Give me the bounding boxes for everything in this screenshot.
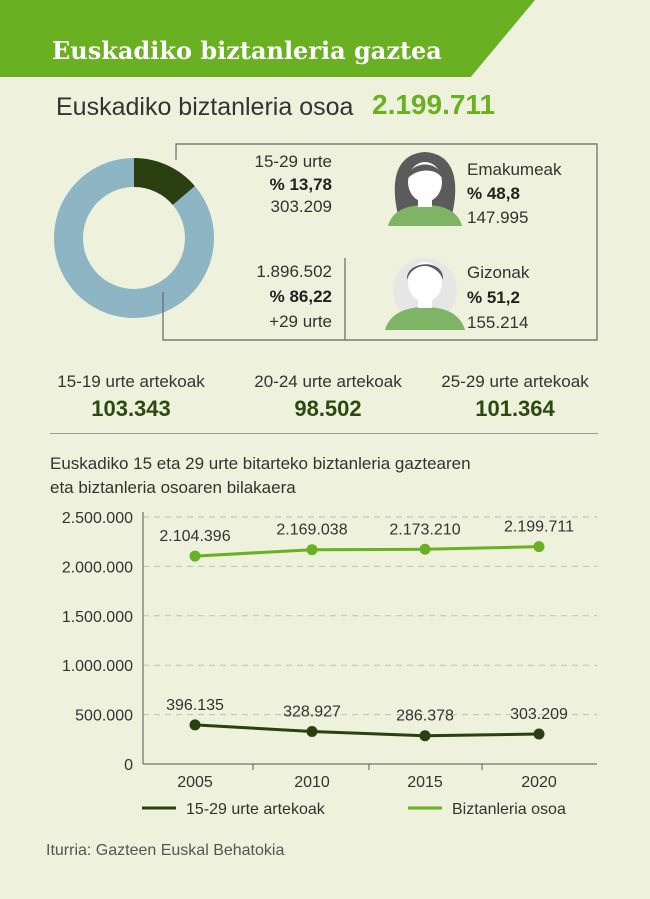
y-tick-label: 2.500.000 (62, 510, 133, 527)
x-tick-label: 2015 (407, 774, 443, 791)
rest-percent: % 86,22 (269, 287, 332, 306)
young-count: 303.209 (270, 197, 332, 216)
men-label: Gizonak (467, 263, 530, 282)
data-point (533, 541, 545, 553)
women-percent: % 48,8 (467, 184, 520, 203)
population-donut-chart (54, 158, 214, 318)
donut-slice-young (134, 158, 195, 205)
rest-count: 1.896.502 (256, 262, 332, 281)
y-tick-label: 1.500.000 (62, 609, 133, 626)
rest-age-label: +29 urte (269, 312, 332, 331)
data-point (189, 550, 201, 562)
donut-slice-rest (54, 158, 214, 318)
data-label: 2.169.038 (276, 522, 347, 539)
data-label: 2.173.210 (389, 521, 460, 538)
legend-label: Biztanleria osoa (452, 801, 566, 818)
total-population-value: 2.199.711 (372, 89, 496, 120)
y-tick-label: 1.000.000 (62, 658, 133, 675)
total-population-label: Euskadiko biztanleria osoa (56, 93, 354, 121)
info-box-frame (162, 143, 598, 341)
young-percent: % 13,78 (269, 175, 332, 194)
age-group-label: 20-24 urte artekoak (254, 372, 402, 391)
data-label: 286.378 (396, 708, 454, 725)
age-group-value: 101.364 (475, 396, 555, 421)
y-tick-label: 0 (124, 757, 133, 774)
men-percent: % 51,2 (467, 288, 520, 307)
x-tick-label: 2020 (521, 774, 557, 791)
data-label: 328.927 (283, 704, 341, 721)
chart-title-line: Euskadiko 15 eta 29 urte bitarteko bizta… (50, 454, 471, 473)
info-box-outline (175, 143, 598, 341)
section-divider (50, 433, 598, 434)
data-point (189, 719, 201, 731)
x-tick-label: 2005 (177, 774, 213, 791)
age-group-label: 15-19 urte artekoak (57, 372, 205, 391)
population-line-chart: 2.500.000 2.000.000 1.500.000 1.000.000 500.… (62, 510, 597, 818)
men-count: 155.214 (467, 313, 529, 332)
data-point (419, 543, 431, 555)
data-point (533, 728, 545, 740)
data-point (306, 544, 318, 556)
data-label: 303.209 (510, 706, 568, 723)
source-note: Iturria: Gazteen Euskal Behatokia (46, 842, 285, 859)
young-age-label: 15-29 urte (254, 152, 333, 171)
data-label: 2.104.396 (159, 528, 230, 545)
y-tick-label: 500.000 (75, 708, 133, 725)
women-label: Emakumeak (467, 160, 562, 179)
man-icon (385, 258, 465, 330)
x-tick-label: 2010 (294, 774, 330, 791)
y-tick-label: 2.000.000 (62, 559, 133, 576)
women-count: 147.995 (467, 208, 529, 227)
woman-icon (388, 152, 462, 226)
age-group-value: 103.343 (91, 396, 171, 421)
series-line (194, 723, 540, 738)
title-banner (0, 0, 535, 77)
info-box-lower-outline (162, 292, 345, 341)
series-line (194, 545, 540, 558)
data-label: 396.135 (166, 697, 224, 714)
data-point (419, 730, 431, 742)
chart-title-line: eta biztanleria osoaren bilakaera (50, 478, 296, 497)
age-group-label: 25-29 urte artekoak (441, 372, 589, 391)
chart-title: Euskadiko 15 eta 29 urte bitarteko bizta… (50, 452, 471, 500)
data-label: 2.199.711 (504, 519, 574, 536)
legend-label: 15-29 urte artekoak (186, 801, 326, 818)
data-point (306, 726, 318, 738)
age-group-value: 98.502 (294, 396, 362, 421)
page-title: Euskadiko biztanleria gaztea (52, 36, 442, 65)
